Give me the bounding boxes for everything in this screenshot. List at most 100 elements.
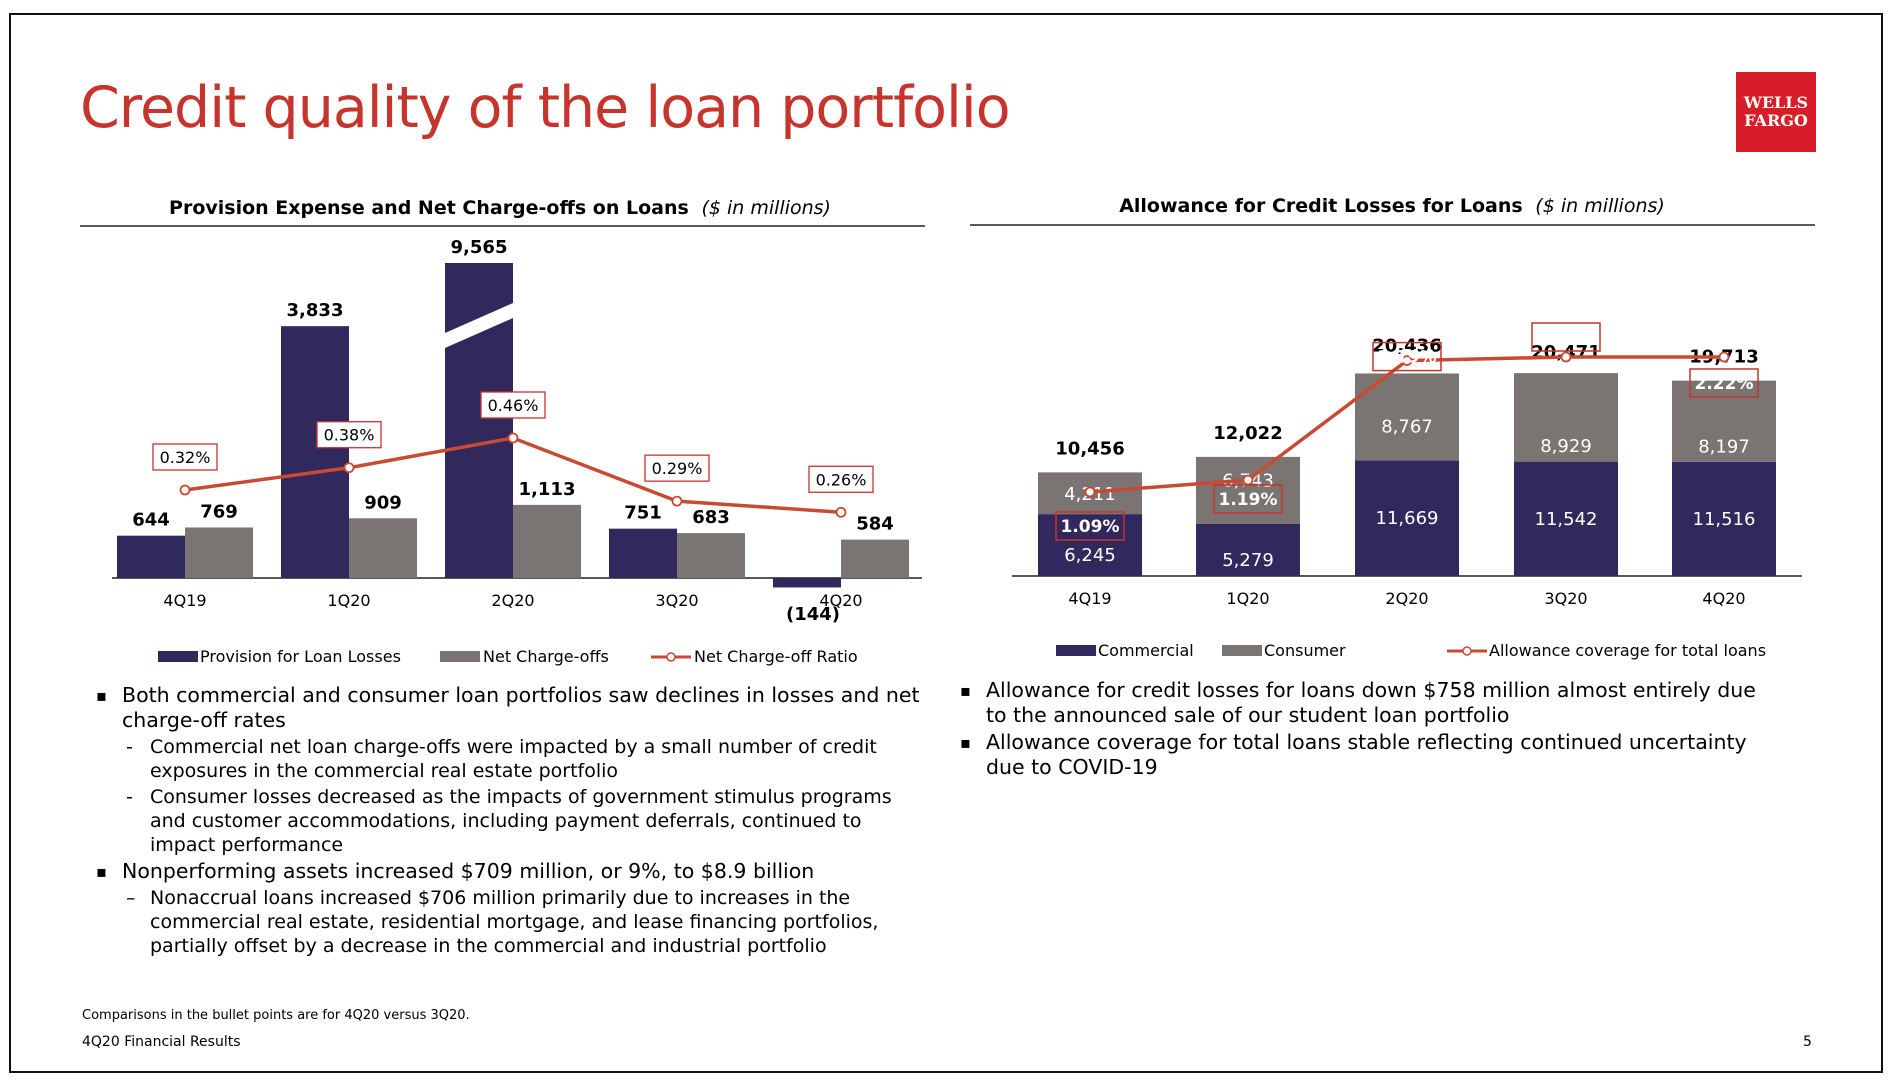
ratio-label-box	[152, 443, 218, 471]
bullet-text: Nonperforming assets increased $709 mill…	[122, 859, 815, 883]
legend-label-net-chargeoffs: Net Charge-offs	[483, 647, 609, 666]
bullet-text: Allowance coverage for total loans stabl…	[986, 730, 1747, 779]
left-chart: 644 769 4Q19 3,833 909 1Q20 9,565 1,113 2Q20 751 6…	[112, 237, 922, 625]
left-bullet-3: Nonperforming assets increased $709 mill…	[96, 859, 926, 884]
right-bullet-list: Allowance for credit losses for loans do…	[960, 678, 1780, 782]
sub-bullet-dash: -	[126, 786, 133, 808]
left-bullet-1: - Commercial net loan charge-offs were im…	[96, 735, 926, 783]
axis-break-mark	[445, 303, 513, 348]
provision-value-label: 751	[624, 503, 662, 524]
provision-value-label: 9,565	[451, 237, 508, 258]
bullet-text: Commercial net loan charge-offs were imp…	[150, 736, 877, 782]
coverage-label-box	[1055, 511, 1125, 541]
logo-line-1: WELLS	[1743, 93, 1809, 112]
left-chart-title-main: Provision Expense and Net Charge-offs on…	[169, 197, 689, 219]
net-chargeoff-value-label: 584	[856, 514, 894, 535]
ratio-value-label: 0.32%	[160, 448, 211, 467]
left-bullet-0: Both commercial and consumer loan portfo…	[96, 683, 926, 733]
net-chargeoff-bar	[677, 533, 745, 578]
right-chart-title: Allowance for Credit Losses for Loans ($…	[1119, 195, 1665, 217]
consumer-value-label: 8,929	[1540, 436, 1592, 457]
legend-marker-coverage	[1462, 646, 1472, 656]
provision-bar	[117, 535, 185, 578]
commercial-value-label: 11,669	[1376, 508, 1439, 529]
commercial-bar	[1355, 460, 1459, 576]
commercial-bar	[1196, 523, 1300, 576]
coverage-point	[1242, 474, 1254, 486]
right-legend: Commercial Consumer Allowance coverage f…	[1056, 641, 1766, 660]
legend-label-commercial: Commercial	[1098, 641, 1194, 660]
total-value-label: 20,436	[1372, 335, 1441, 356]
bullet-text: Nonaccrual loans increased $706 million …	[150, 887, 879, 957]
ratio-value-label: 0.46%	[488, 396, 539, 415]
net-chargeoff-value-label: 769	[200, 501, 238, 522]
x-tick-label: 2Q20	[491, 591, 534, 610]
net-chargeoff-value-label: 1,113	[519, 479, 576, 500]
x-tick-label: 1Q20	[1226, 589, 1269, 608]
ratio-point	[507, 432, 519, 444]
right-chart-title-main: Allowance for Credit Losses for Loans	[1119, 195, 1522, 217]
x-tick-label: 2Q20	[1385, 589, 1428, 608]
right-bullet-0: Allowance for credit losses for loans do…	[960, 678, 1780, 728]
net-chargeoff-bar	[349, 518, 417, 578]
x-tick-label: 4Q19	[1068, 589, 1111, 608]
x-tick-label: 3Q20	[655, 591, 698, 610]
right-chart: 6,2454,21110,4564Q195,2796,74312,0221Q20…	[1012, 322, 1802, 608]
x-tick-label: 1Q20	[327, 591, 370, 610]
consumer-bar	[1514, 373, 1618, 462]
ratio-label-box	[480, 391, 546, 419]
ratio-point	[671, 495, 683, 507]
legend-swatch-net-chargeoffs	[440, 651, 480, 662]
coverage-value-label: 1.19%	[1219, 490, 1278, 510]
legend-marker-ratio	[666, 652, 676, 662]
coverage-point	[1401, 355, 1413, 366]
sub-bullet-dash: –	[126, 887, 136, 909]
left-chart-title: Provision Expense and Net Charge-offs on…	[169, 197, 831, 219]
coverage-point	[1084, 486, 1096, 498]
legend-label-ratio: Net Charge-off Ratio	[694, 647, 858, 666]
legend-swatch-consumer	[1222, 645, 1262, 656]
net-chargeoff-value-label: 683	[692, 507, 730, 528]
right-chart-title-note: ($ in millions)	[1535, 195, 1665, 217]
coverage-label-box	[1372, 341, 1442, 372]
coverage-value-label: 2.19%	[1378, 348, 1437, 368]
provision-value-label: (144)	[786, 604, 840, 625]
ratio-value-label: 0.29%	[652, 459, 703, 478]
net-chargeoff-value-label: 909	[364, 492, 402, 513]
ratio-label-box	[644, 454, 710, 482]
coverage-label-box	[1531, 322, 1601, 352]
ratio-value-label: 0.38%	[324, 426, 375, 445]
coverage-value-label: 2.22%	[1537, 328, 1596, 348]
bullet-text: Consumer losses decreased as the impacts…	[150, 786, 892, 856]
bullet-text: Both commercial and consumer loan portfo…	[122, 683, 920, 732]
commercial-value-label: 6,245	[1064, 545, 1116, 566]
ratio-label-box	[808, 465, 874, 493]
commercial-value-label: 11,542	[1535, 509, 1598, 530]
legend-label-coverage: Allowance coverage for total loans	[1489, 641, 1766, 660]
coverage-point	[1560, 351, 1572, 363]
coverage-value-label: 2.22%	[1695, 374, 1754, 394]
consumer-value-label: 8,197	[1698, 437, 1750, 458]
total-value-label: 12,022	[1213, 423, 1282, 444]
left-chart-title-note: ($ in millions)	[701, 197, 831, 219]
coverage-point	[1718, 351, 1730, 363]
x-tick-label: 4Q20	[1702, 589, 1745, 608]
provision-value-label: 3,833	[287, 300, 344, 321]
left-bullet-2: - Consumer losses decreased as the impact…	[96, 785, 926, 857]
net-chargeoff-bar	[185, 527, 253, 578]
provision-value-label: 644	[132, 510, 170, 531]
coverage-label-box	[1213, 484, 1283, 514]
provision-bar	[773, 578, 841, 588]
legend-label-provision: Provision for Loan Losses	[200, 647, 401, 666]
bullet-text: Allowance for credit losses for loans do…	[986, 678, 1756, 727]
commercial-bar	[1672, 461, 1776, 576]
coverage-label-box	[1689, 368, 1759, 398]
consumer-value-label: 8,767	[1381, 416, 1433, 437]
net-chargeoff-bar	[513, 504, 581, 578]
coverage-value-label: 1.09%	[1061, 517, 1120, 537]
total-value-label: 10,456	[1055, 438, 1124, 459]
provision-bar	[609, 528, 677, 578]
ratio-value-label: 0.26%	[816, 470, 867, 489]
footer-report-name: 4Q20 Financial Results	[82, 1034, 241, 1050]
